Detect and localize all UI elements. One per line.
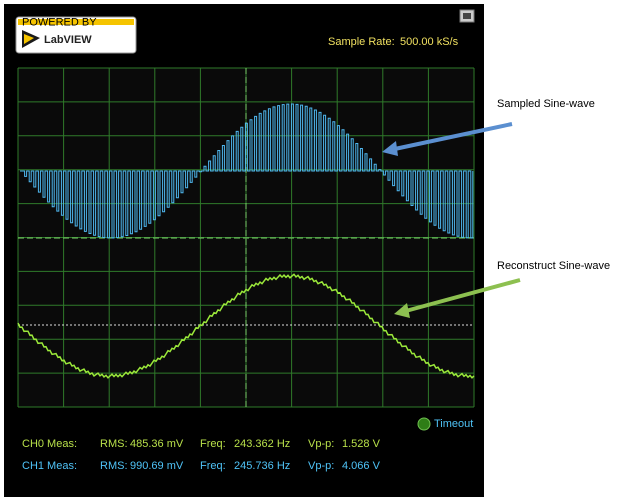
logo-icon-inner [24,34,34,44]
measurement-vpp-label: Vp-p: [308,438,334,450]
arrowhead-sampled [382,141,398,156]
measurement-vpp: 4.066 V [342,460,381,472]
measurement-channel: CH0 Meas: [22,438,77,450]
measurement-rms-label: RMS: [100,438,128,450]
arrow-reconstruct [401,278,521,314]
measurement-rms: 485.36 mV [130,438,184,450]
measurement-vpp: 1.528 V [342,438,381,450]
annotation-sampled: Sampled Sine-wave [497,98,595,110]
measurement-rms: 990.69 mV [130,460,184,472]
logo-small: POWERED BY [22,16,97,28]
measurement-freq: 245.736 Hz [234,460,290,472]
measurement-freq: 243.362 Hz [234,438,290,450]
measurement-freq-label: Freq: [200,438,226,450]
annotation-reconstruct: Reconstruct Sine-wave [497,260,610,272]
timeout-led [417,417,431,431]
measurement-channel: CH1 Meas: [22,460,77,472]
arrow-sampled [389,122,513,152]
sample-rate: 500.00 kS/s [400,36,459,48]
measurement-freq-label: Freq: [200,460,226,472]
timeout-label: Timeout [434,418,473,430]
arrowhead-reconstruct [394,303,410,318]
measurement-rms-label: RMS: [100,460,128,472]
logo-band [18,19,134,25]
logo-box [15,16,137,54]
measurement-vpp-label: Vp-p: [308,460,334,472]
window-button-icon [463,13,471,19]
logo-text: LabVIEW [44,34,92,46]
sample-rate-label: Sample Rate: [328,36,395,48]
reconstructed-wave [17,273,475,379]
sampled-wave [20,103,474,239]
